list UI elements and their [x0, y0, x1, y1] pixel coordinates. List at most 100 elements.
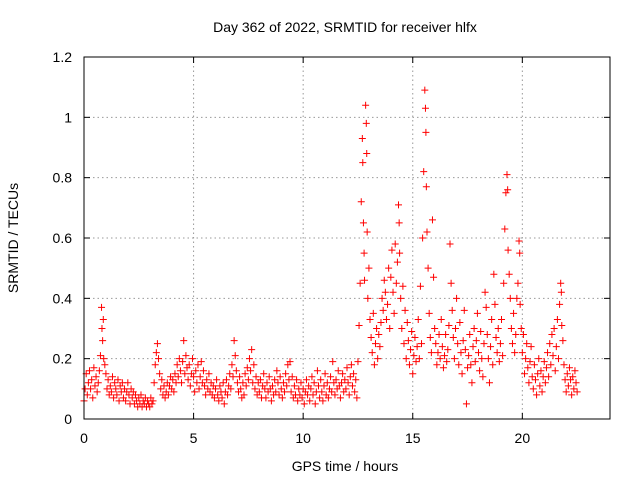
- data-point: [559, 337, 567, 345]
- data-point: [155, 355, 163, 363]
- data-point: [490, 270, 498, 278]
- data-point: [525, 379, 533, 387]
- data-point: [115, 397, 123, 405]
- data-point: [526, 358, 534, 366]
- data-point: [359, 219, 367, 227]
- data-point: [466, 331, 474, 339]
- data-point: [408, 328, 416, 336]
- data-point: [107, 388, 115, 396]
- data-point: [538, 388, 546, 396]
- data-point: [546, 340, 554, 348]
- data-point: [122, 397, 130, 405]
- data-point: [365, 264, 373, 272]
- data-point: [170, 388, 178, 396]
- data-point: [273, 367, 281, 375]
- data-point: [541, 379, 549, 387]
- data-point: [369, 309, 377, 317]
- data-point: [195, 385, 203, 393]
- data-point: [93, 388, 101, 396]
- data-point: [436, 355, 444, 363]
- data-point: [169, 376, 177, 384]
- data-point: [256, 376, 264, 384]
- data-point: [278, 394, 286, 402]
- data-point: [450, 355, 458, 363]
- data-point: [174, 373, 182, 381]
- data-point: [85, 367, 93, 375]
- data-point: [439, 364, 447, 372]
- data-point: [375, 331, 383, 339]
- data-point: [267, 397, 275, 405]
- data-point: [112, 385, 120, 393]
- data-point: [342, 385, 350, 393]
- data-point: [389, 288, 397, 296]
- data-point: [403, 318, 411, 326]
- data-point: [272, 388, 280, 396]
- data-point: [99, 315, 107, 323]
- data-point: [334, 367, 342, 375]
- plot-frame: [83, 56, 611, 420]
- data-point: [114, 376, 122, 384]
- data-point: [460, 306, 468, 314]
- data-point: [263, 379, 271, 387]
- data-point: [353, 394, 361, 402]
- y-tick-label: 0.8: [53, 170, 73, 186]
- data-point: [241, 370, 249, 378]
- data-point: [297, 379, 305, 387]
- data-point: [425, 309, 433, 317]
- data-point: [102, 370, 110, 378]
- data-point: [361, 276, 369, 284]
- data-point: [110, 394, 118, 402]
- data-point: [313, 367, 321, 375]
- data-point: [565, 364, 573, 372]
- data-point: [493, 349, 501, 357]
- data-point: [419, 234, 427, 242]
- data-point: [192, 367, 200, 375]
- data-point: [357, 198, 365, 206]
- data-point: [399, 282, 407, 290]
- data-point: [125, 391, 133, 399]
- data-point: [391, 240, 399, 248]
- data-point: [182, 352, 190, 360]
- data-point: [507, 325, 515, 332]
- y-tick-label: 1.2: [53, 49, 73, 65]
- data-point: [396, 249, 404, 257]
- data-point: [354, 358, 362, 366]
- data-point: [488, 315, 496, 323]
- data-point: [506, 294, 514, 302]
- data-point: [113, 391, 121, 399]
- data-point: [181, 370, 189, 378]
- data-point: [551, 367, 559, 375]
- data-point: [90, 364, 98, 372]
- data-point: [446, 240, 454, 248]
- data-point: [101, 361, 109, 369]
- data-point: [302, 376, 310, 384]
- data-point: [184, 376, 192, 384]
- data-point: [319, 397, 327, 405]
- data-point: [455, 361, 463, 369]
- y-tick-label: 1: [64, 109, 72, 125]
- data-point: [443, 358, 451, 366]
- data-point: [243, 364, 251, 372]
- data-point: [390, 309, 398, 317]
- data-point: [495, 358, 503, 366]
- data-point: [556, 300, 564, 308]
- y-axis-label: SRMTID / TECUs: [5, 183, 21, 293]
- data-point: [91, 382, 99, 390]
- data-point: [265, 373, 273, 381]
- data-point: [352, 376, 360, 384]
- data-point: [100, 355, 108, 363]
- data-point: [523, 340, 531, 348]
- data-point: [571, 367, 579, 375]
- data-point: [203, 376, 211, 384]
- data-point: [323, 379, 331, 387]
- data-point: [384, 300, 392, 308]
- data-point: [368, 349, 376, 357]
- data-point: [222, 376, 230, 384]
- data-point: [386, 325, 394, 332]
- data-point: [447, 279, 455, 287]
- data-point: [388, 246, 396, 254]
- data-point: [161, 394, 169, 402]
- data-point: [503, 171, 511, 179]
- data-point: [465, 352, 473, 360]
- data-point: [444, 346, 452, 354]
